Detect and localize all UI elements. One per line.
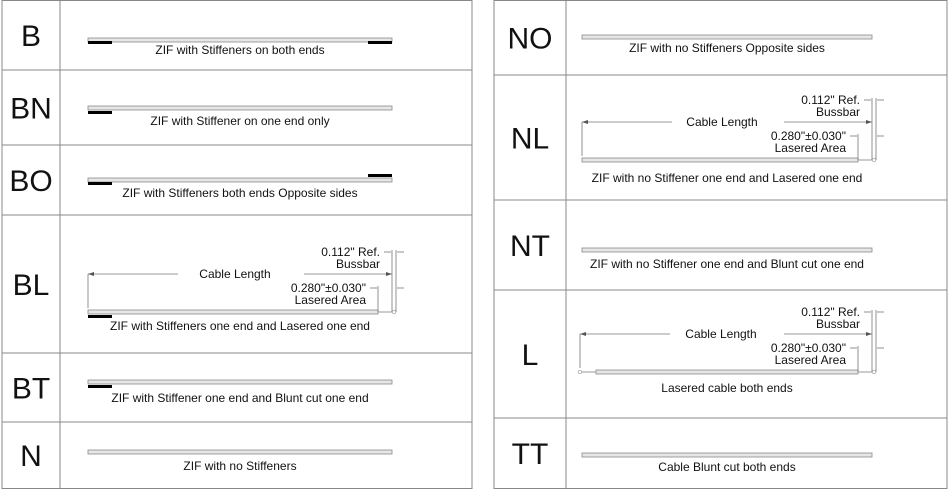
cable	[87, 177, 393, 183]
stiffener	[368, 41, 392, 44]
row-bl: BL Cable Length 0.112" Ref.Bussbar 0.280"±0…	[13, 245, 404, 333]
row-bn: BN ZIF with Stiffener on one end only	[10, 93, 393, 128]
row-caption: ZIF with Stiffener one end and Blunt cut…	[111, 391, 368, 405]
lasered-label: Lasered Area	[775, 141, 847, 155]
row-bt: BT ZIF with Stiffener one end and Blunt c…	[12, 373, 393, 406]
stiffener	[88, 315, 112, 318]
cable-length-label: Cable Length	[686, 115, 757, 129]
part-code: BT	[12, 373, 50, 406]
row-caption: ZIF with no Stiffener one end and Blunt …	[590, 257, 864, 271]
arrow-head	[386, 272, 392, 276]
cable	[581, 452, 873, 458]
cable	[87, 449, 393, 455]
bussbar-value: 0.112" Ref.	[801, 305, 860, 319]
table-border	[493, 0, 948, 489]
bussbar-end	[871, 369, 877, 375]
row-caption: Lasered cable both ends	[661, 381, 792, 395]
row-no: NO ZIF with no Stiffeners Opposite sides	[508, 23, 873, 56]
lasered-value: 0.280"±0.030"	[771, 341, 846, 355]
lasered-label: Lasered Area	[775, 353, 847, 367]
row-caption: ZIF with Stiffener on one end only	[150, 114, 329, 128]
left-table: B ZIF with Stiffeners on both ends BN ZIF w…	[1, 0, 473, 489]
row-nl: NL Cable Length 0.112" Ref.Bussbar 0.280"±0…	[511, 93, 884, 185]
part-code: NL	[511, 123, 549, 156]
bussbar-value: 0.112" Ref.	[321, 245, 380, 259]
lasered-label: Lasered Area	[295, 293, 367, 307]
part-code: L	[522, 339, 539, 372]
row-caption: Cable Blunt cut both ends	[658, 460, 795, 474]
arrow-head	[582, 120, 588, 124]
part-code: B	[21, 20, 41, 53]
row-caption: ZIF with no Stiffener one end and Lasere…	[592, 171, 863, 185]
row-bo: BO ZIF with Stiffeners both ends Opposite…	[9, 165, 393, 200]
row-n: N ZIF with no Stiffeners	[20, 440, 393, 473]
arrow-head	[866, 120, 872, 124]
row-caption: ZIF with Stiffeners one end and Lasered …	[110, 319, 370, 333]
cable	[87, 379, 393, 385]
stiffener	[368, 174, 392, 177]
cable	[87, 37, 393, 43]
part-code: TT	[512, 438, 549, 471]
cable	[581, 247, 873, 253]
part-code: NO	[508, 23, 553, 56]
cable	[581, 34, 873, 40]
cable-length-label: Cable Length	[685, 327, 756, 341]
bussbar-end	[391, 309, 397, 315]
row-caption: ZIF with Stiffeners on both ends	[155, 43, 324, 57]
bussbar-end	[871, 157, 877, 163]
stiffener	[88, 111, 112, 114]
cable-length-label: Cable Length	[199, 267, 270, 281]
part-code: BN	[10, 93, 52, 126]
arrow-head	[580, 332, 586, 336]
bussbar-label: Bussbar	[816, 317, 860, 331]
right-table: NO ZIF with no Stiffeners Opposite sidesN…	[493, 0, 948, 489]
row-l: L Cable Length 0.112" Ref.Bussbar 0.280"±0.…	[522, 305, 884, 395]
row-caption: ZIF with no Stiffeners Opposite sides	[629, 41, 825, 55]
part-code: BL	[13, 269, 50, 302]
bussbar-value: 0.112" Ref.	[801, 93, 860, 107]
lasered-value: 0.280"±0.030"	[291, 281, 366, 295]
bussbar-label: Bussbar	[816, 105, 860, 119]
cable	[87, 309, 379, 315]
arrow-head	[88, 272, 94, 276]
stiffener	[88, 41, 112, 44]
stiffener	[88, 385, 112, 388]
cable	[581, 157, 859, 163]
row-caption: ZIF with Stiffeners both ends Opposite s…	[122, 186, 357, 200]
stiffener	[88, 182, 112, 185]
lasered-value: 0.280"±0.030"	[771, 129, 846, 143]
row-nt: NT ZIF with no Stiffener one end and Blun…	[510, 230, 873, 271]
row-caption: ZIF with no Stiffeners	[183, 459, 296, 473]
bussbar-end	[577, 369, 583, 375]
part-code: NT	[510, 230, 550, 263]
arrow-head	[866, 332, 872, 336]
cable	[595, 369, 859, 375]
cable	[87, 105, 393, 111]
bussbar-label: Bussbar	[336, 257, 380, 271]
row-b: B ZIF with Stiffeners on both ends	[21, 20, 393, 57]
table-border	[1, 0, 473, 489]
part-code: BO	[9, 165, 52, 198]
part-code: N	[20, 440, 42, 473]
row-tt: TT Cable Blunt cut both ends	[512, 438, 873, 474]
